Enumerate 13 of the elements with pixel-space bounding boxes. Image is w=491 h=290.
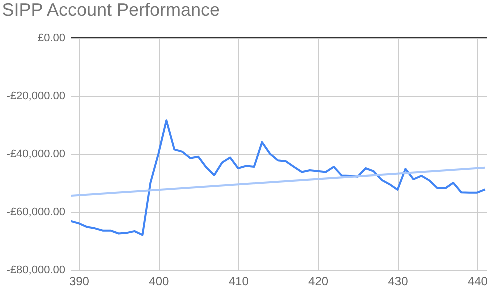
chart-title: SIPP Account Performance bbox=[2, 0, 220, 20]
y-tick-label: -£80,000.00 bbox=[6, 264, 66, 276]
x-tick-label: 410 bbox=[228, 274, 250, 288]
x-tick-label: 440 bbox=[468, 274, 488, 288]
y-tick-label: £0.00 bbox=[38, 32, 66, 44]
x-tick-label: 400 bbox=[149, 274, 170, 288]
x-tick-label: 430 bbox=[388, 274, 409, 288]
y-tick-label: -£20,000.00 bbox=[6, 90, 66, 102]
line-series bbox=[71, 120, 486, 236]
y-tick-label: -£40,000.00 bbox=[6, 148, 66, 160]
x-tick-label: 420 bbox=[308, 274, 329, 288]
y-tick-label: -£60,000.00 bbox=[6, 206, 66, 218]
x-tick-label: 390 bbox=[69, 274, 90, 288]
